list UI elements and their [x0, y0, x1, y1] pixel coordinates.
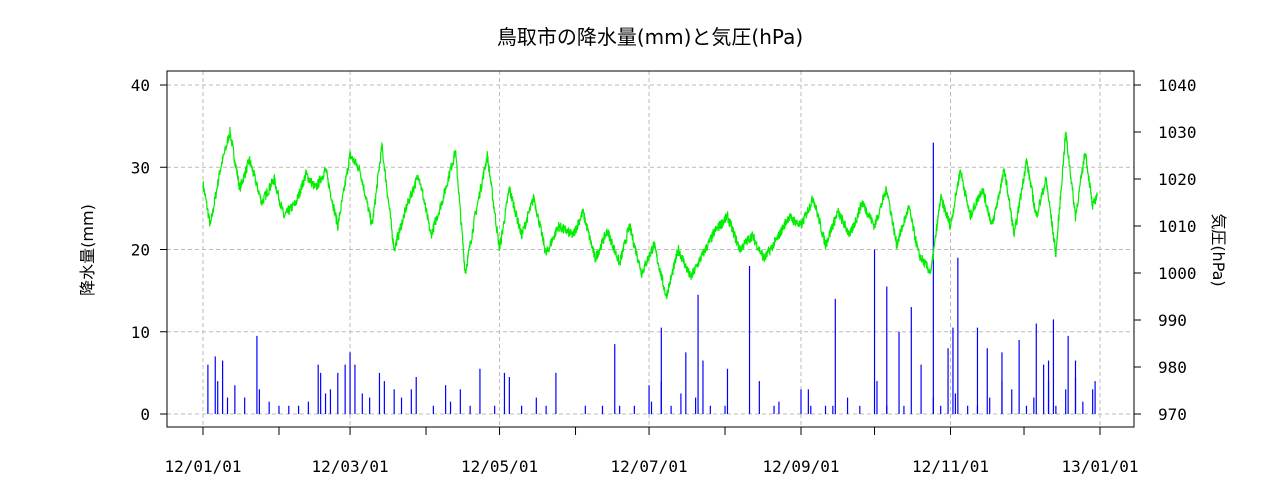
y-left-tick-label: 30: [131, 158, 150, 177]
x-tick-label: 12/03/01: [312, 457, 389, 476]
y-right-tick-label: 1040: [1158, 76, 1197, 95]
y-right-tick-label: 1010: [1158, 217, 1197, 236]
y-right-tick-label: 1030: [1158, 123, 1197, 142]
x-tick-label: 12/05/01: [461, 457, 538, 476]
y-right-tick-label: 990: [1158, 311, 1187, 330]
axes: 0102030409709809901000101010201030104012…: [131, 76, 1197, 476]
y-left-tick-label: 0: [140, 405, 150, 424]
y-right-tick-label: 1020: [1158, 170, 1197, 189]
precipitation-series: [207, 142, 1096, 414]
y-right-tick-label: 980: [1158, 358, 1187, 377]
x-tick-label: 12/09/01: [762, 457, 839, 476]
y-left-tick-label: 10: [131, 323, 150, 342]
x-tick-label: 13/01/01: [1061, 457, 1138, 476]
y-left-tick-label: 40: [131, 76, 150, 95]
y-left-tick-label: 20: [131, 241, 150, 260]
x-tick-label: 12/07/01: [611, 457, 688, 476]
y-right-tick-label: 970: [1158, 405, 1187, 424]
y-right-tick-label: 1000: [1158, 264, 1197, 283]
x-tick-label: 12/11/01: [912, 457, 989, 476]
x-tick-label: 12/01/01: [164, 457, 241, 476]
y-axis-left-label: 降水量(mm): [78, 204, 97, 296]
grid: [167, 71, 1134, 427]
y-axis-right-label: 気圧(hPa): [1209, 213, 1228, 286]
chart-title: 鳥取市の降水量(mm)と気圧(hPa): [497, 25, 803, 49]
pressure-series-line: [202, 126, 1099, 300]
